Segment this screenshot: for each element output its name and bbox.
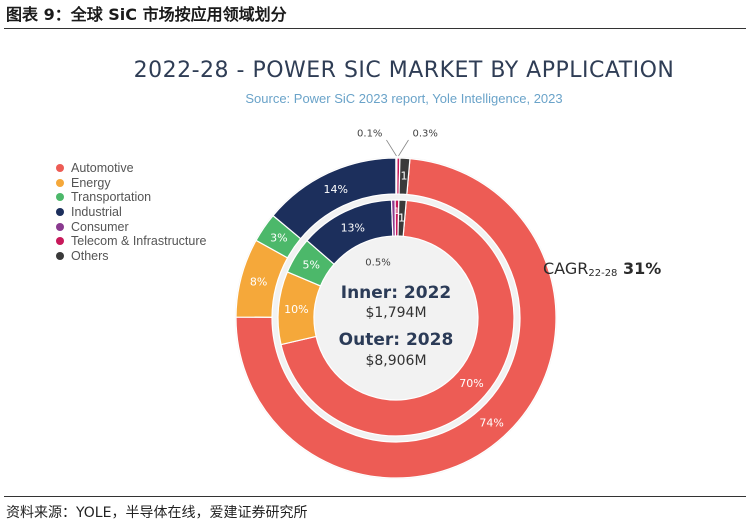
- legend-label: Consumer: [71, 219, 129, 234]
- label-outer-industrial: 14%: [323, 183, 347, 196]
- top-rule: [4, 28, 746, 29]
- label-outer-energy: 8%: [250, 276, 267, 289]
- center-inner-value: $1,794M: [365, 305, 426, 321]
- legend-item-industrial: Industrial: [56, 205, 206, 220]
- label-outer-automotive: 74%: [479, 416, 503, 429]
- label-inner-industrial: 13%: [341, 221, 365, 234]
- leader-line: [398, 139, 409, 157]
- legend-item-others: Others: [56, 249, 206, 264]
- center-inner-label: Inner: 2022: [341, 283, 451, 303]
- cagr-value: 31%: [617, 259, 661, 278]
- leader-line: [386, 139, 397, 157]
- figure-source: 资料来源：YOLE，半导体在线，爱建证券研究所: [6, 505, 308, 521]
- legend-label: Telecom & Infrastructure: [71, 234, 207, 249]
- legend-item-telecom-and-infrastructure: Telecom & Infrastructure: [56, 234, 206, 249]
- legend-label: Automotive: [71, 161, 134, 176]
- legend-swatch: [56, 251, 64, 260]
- legend-swatch: [56, 222, 64, 231]
- chart-title: 2022-28 - POWER SIC MARKET BY APPLICATIO…: [133, 58, 675, 83]
- cagr-annotation: CAGR22-28 31%: [543, 259, 661, 279]
- center-outer-value: $8,906M: [365, 353, 426, 369]
- label-outer-transportation: 3%: [270, 231, 287, 244]
- legend-swatch: [56, 237, 64, 246]
- label-outer-telecom-and-infrastructure: 0.3%: [412, 129, 437, 140]
- legend-label: Industrial: [71, 205, 122, 220]
- label-outer-others: 1: [400, 170, 407, 183]
- legend-item-automotive: Automotive: [56, 161, 206, 176]
- legend-swatch: [56, 164, 64, 173]
- label-inner-automotive: 70%: [459, 377, 483, 390]
- legend-swatch: [56, 208, 64, 217]
- slice-outer-automotive: [235, 157, 557, 479]
- legend-item-transportation: Transportation: [56, 190, 206, 205]
- legend-label: Energy: [71, 175, 111, 190]
- legend-item-consumer: Consumer: [56, 219, 206, 234]
- label-inner-others: 1: [398, 212, 405, 225]
- cagr-subscript: 22-28: [588, 268, 617, 279]
- cagr-prefix: CAGR: [543, 259, 588, 278]
- label-inner-transportation: 5%: [302, 259, 319, 272]
- slice-inner-automotive: [280, 199, 515, 437]
- label-inner-telecom-and-infrastructure: 1: [394, 207, 400, 217]
- legend: Automotive Energy Transportation Industrial…: [56, 161, 206, 263]
- slice-outer-others: [398, 157, 411, 196]
- legend-label: Transportation: [71, 190, 152, 205]
- label-outer-consumer: 0.1%: [357, 129, 382, 140]
- legend-swatch: [56, 193, 64, 202]
- legend-item-energy: Energy: [56, 176, 206, 191]
- legend-label: Others: [71, 248, 109, 263]
- slice-inner-others: [397, 199, 407, 237]
- center-outer-label: Outer: 2028: [339, 330, 454, 350]
- figure-title: 图表 9：全球 SiC 市场按应用领域划分: [6, 5, 287, 24]
- label-inner-energy: 10%: [284, 303, 308, 316]
- legend-swatch: [56, 178, 64, 187]
- chart-subtitle: Source: Power SiC 2023 report, Yole Inte…: [245, 91, 563, 106]
- bottom-rule: [4, 496, 746, 497]
- label-inner-consumer: 0.5%: [365, 258, 390, 269]
